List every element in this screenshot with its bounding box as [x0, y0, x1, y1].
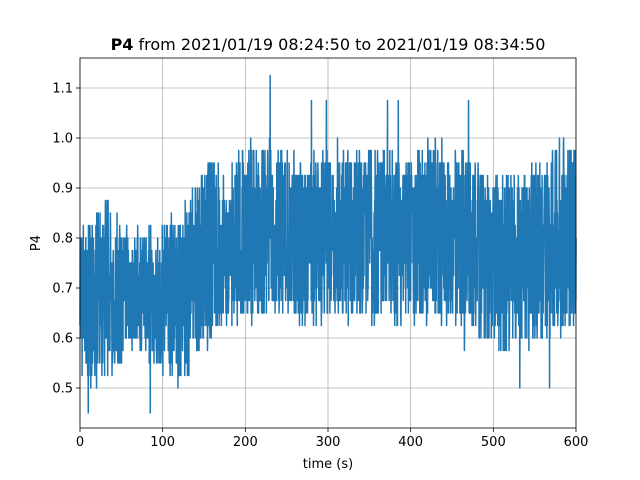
- y-tick-label: 0.6: [52, 332, 73, 347]
- y-tick-label: 0.8: [52, 232, 73, 247]
- x-tick-label: 300: [316, 435, 341, 450]
- x-tick-label: 0: [76, 435, 84, 450]
- series-p4: [79, 74, 577, 414]
- x-tick-label: 200: [233, 435, 258, 450]
- x-tick-label: 500: [481, 435, 506, 450]
- x-axis-label: time (s): [303, 457, 353, 472]
- series-line: [79, 74, 577, 414]
- y-tick-label: 0.9: [52, 182, 73, 197]
- chart-title-rest: from 2021/01/19 08:24:50 to 2021/01/19 0…: [133, 35, 545, 54]
- chart-title-bold: P4: [111, 35, 134, 54]
- y-tick-label: 1.1: [52, 82, 73, 97]
- y-tick-label: 0.5: [52, 382, 73, 397]
- y-tick-label: 0.7: [52, 282, 73, 297]
- x-tick-label: 600: [564, 435, 589, 450]
- chart-title: P4 from 2021/01/19 08:24:50 to 2021/01/1…: [111, 35, 546, 54]
- y-tick-label: 1.0: [52, 132, 73, 147]
- x-tick-label: 100: [150, 435, 175, 450]
- y-axis-label: P4: [29, 235, 44, 251]
- ticks: 0 100 200 300 400 500 600 0.5 0.6 0.7 0.8 0.9 1.0 1.1: [52, 82, 588, 451]
- x-tick-label: 400: [398, 435, 423, 450]
